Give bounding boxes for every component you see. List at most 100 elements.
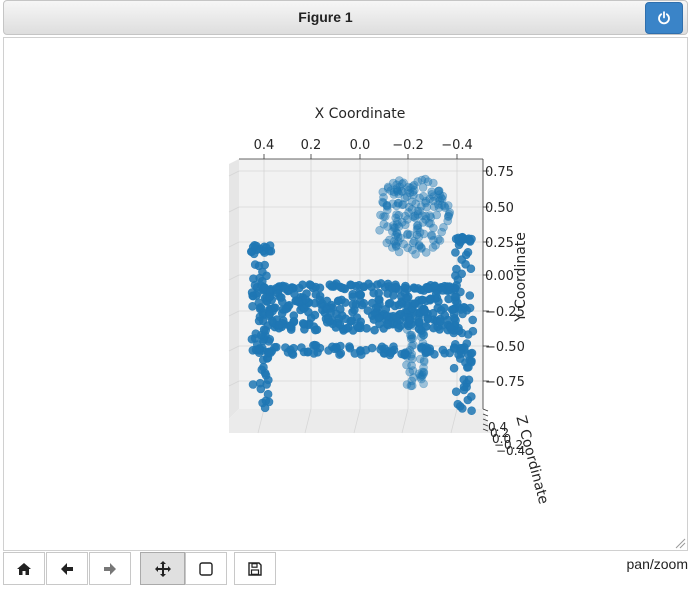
data-point: [405, 230, 415, 240]
data-point: [393, 199, 403, 208]
x-tick-group: 0.4 0.2 0.0 −0.2 −0.4: [254, 138, 473, 159]
data-point: [402, 380, 412, 389]
forward-button[interactable]: [89, 552, 131, 585]
data-point: [418, 183, 428, 192]
data-point: [417, 374, 426, 384]
z-axis-label: Z Coordinate: [512, 414, 551, 506]
data-point: [397, 179, 407, 189]
data-point: [429, 196, 438, 206]
data-point: [415, 206, 424, 216]
data-point: [372, 280, 382, 289]
data-point: [437, 227, 447, 237]
close-figure-button[interactable]: [645, 2, 683, 34]
data-point: [423, 314, 433, 324]
home-button[interactable]: [3, 552, 45, 585]
data-point: [391, 213, 401, 223]
data-point: [394, 222, 404, 231]
save-button[interactable]: [234, 552, 276, 585]
data-point: [404, 202, 414, 212]
data-point: [418, 211, 427, 220]
data-point: [394, 323, 404, 333]
data-point: [408, 238, 418, 248]
data-point: [408, 366, 418, 375]
data-point: [407, 341, 417, 351]
data-point: [386, 186, 396, 195]
data-point: [467, 348, 477, 358]
data-point: [367, 343, 377, 353]
data-point: [434, 186, 444, 196]
3d-scatter-plot[interactable]: 0.4 0.2 0.0 −0.2 −0.4 0.750.500.250.00−0.25−…: [4, 38, 687, 550]
data-point: [334, 296, 343, 306]
back-button[interactable]: [46, 552, 88, 585]
z-tick-label: 0.2: [490, 426, 509, 440]
y-tick-label: −0.50: [485, 340, 525, 355]
resize-grip-icon[interactable]: [674, 537, 686, 549]
data-point: [378, 187, 388, 197]
data-point: [415, 193, 424, 203]
data-point: [437, 194, 447, 204]
data-point: [463, 330, 473, 339]
data-point: [388, 178, 398, 188]
data-point: [422, 202, 432, 212]
z-tick-label: −0.2: [494, 438, 523, 452]
data-point: [405, 188, 415, 198]
data-point: [434, 194, 443, 203]
data-point: [371, 303, 381, 313]
data-point: [404, 208, 413, 217]
data-point: [420, 174, 430, 184]
data-point: [270, 342, 280, 352]
left-pane: [229, 159, 239, 419]
data-point: [335, 350, 344, 359]
data-point: [406, 334, 416, 344]
data-point: [405, 367, 415, 377]
data-point: [298, 319, 308, 328]
data-point: [400, 220, 410, 230]
data-point: [417, 175, 427, 185]
data-point: [260, 260, 270, 270]
data-point: [427, 190, 437, 199]
data-point: [395, 182, 405, 192]
pan-button[interactable]: [140, 552, 185, 585]
power-icon: [658, 11, 670, 25]
data-point: [416, 243, 426, 252]
data-point: [382, 319, 392, 329]
data-point: [389, 187, 399, 197]
data-point: [403, 243, 413, 253]
data-point: [407, 381, 417, 391]
data-point: [449, 363, 459, 373]
data-point: [379, 193, 388, 202]
data-point: [359, 298, 369, 308]
data-point: [433, 186, 443, 196]
data-point: [394, 198, 403, 208]
data-point: [392, 180, 401, 190]
data-point: [419, 356, 429, 365]
data-point: [392, 228, 402, 237]
data-point: [276, 293, 286, 302]
data-point: [418, 367, 427, 377]
y-tick-label: 0.00: [485, 269, 514, 284]
data-point: [285, 321, 295, 331]
figure-canvas[interactable]: 0.4 0.2 0.0 −0.2 −0.4 0.75 0.50 0.25 0.00 −0.25−…: [3, 37, 688, 551]
y-tick-label: −0.75: [485, 375, 525, 390]
data-point: [404, 182, 413, 192]
data-point: [402, 192, 412, 201]
data-point: [444, 211, 453, 221]
z-tick-label: −0.4: [496, 444, 525, 458]
data-point: [407, 205, 417, 214]
data-point: [445, 282, 454, 291]
data-point: [378, 198, 388, 208]
data-point: [259, 362, 268, 372]
data-point: [392, 184, 401, 193]
move-icon: [154, 560, 171, 577]
zoom-button[interactable]: [185, 552, 227, 585]
data-point: [440, 201, 449, 211]
save-icon: [248, 561, 262, 576]
data-point: [355, 290, 365, 300]
data-point: [381, 304, 391, 314]
x-tick-label: −0.2: [392, 138, 424, 153]
data-point: [443, 216, 453, 226]
data-point: [440, 311, 450, 320]
data-point: [375, 226, 384, 235]
data-point: [397, 186, 406, 196]
data-point: [457, 255, 467, 264]
